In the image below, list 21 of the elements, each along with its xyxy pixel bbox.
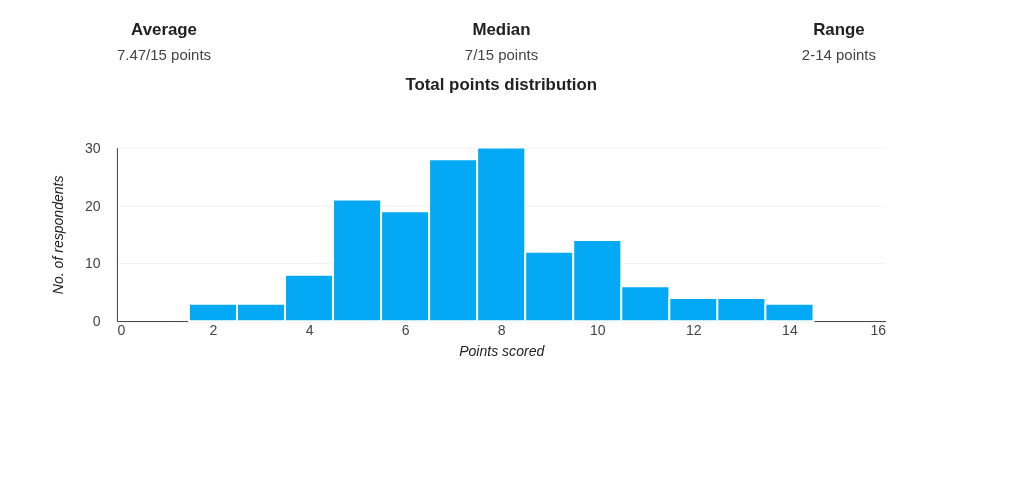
x-axis-title: Points scored xyxy=(459,343,546,360)
y-axis-title: No. of respondents xyxy=(50,175,67,295)
x-tick-label: 12 xyxy=(686,321,702,338)
y-tick-label: 20 xyxy=(84,197,101,214)
chart-title: Total points distribution xyxy=(405,75,598,95)
x-tick-label: 16 xyxy=(870,321,887,338)
x-tick-label: 10 xyxy=(589,321,606,338)
text: Range xyxy=(813,20,865,40)
text: Median xyxy=(472,20,531,40)
x-tick-label: 0 xyxy=(117,321,126,338)
text: 7/15 points xyxy=(464,45,539,63)
y-tick-label: 30 xyxy=(84,139,101,156)
x-tick-label: 6 xyxy=(401,321,410,338)
x-tick-label: 4 xyxy=(305,321,314,338)
text: 7.47/15 points xyxy=(116,45,212,63)
x-tick-label: 2 xyxy=(209,321,218,338)
x-tick-label: 14 xyxy=(782,321,798,338)
text: Average xyxy=(131,20,197,40)
x-tick-label: 8 xyxy=(497,321,506,338)
y-tick-label: 10 xyxy=(84,255,101,272)
text: 2-14 points xyxy=(801,45,876,63)
